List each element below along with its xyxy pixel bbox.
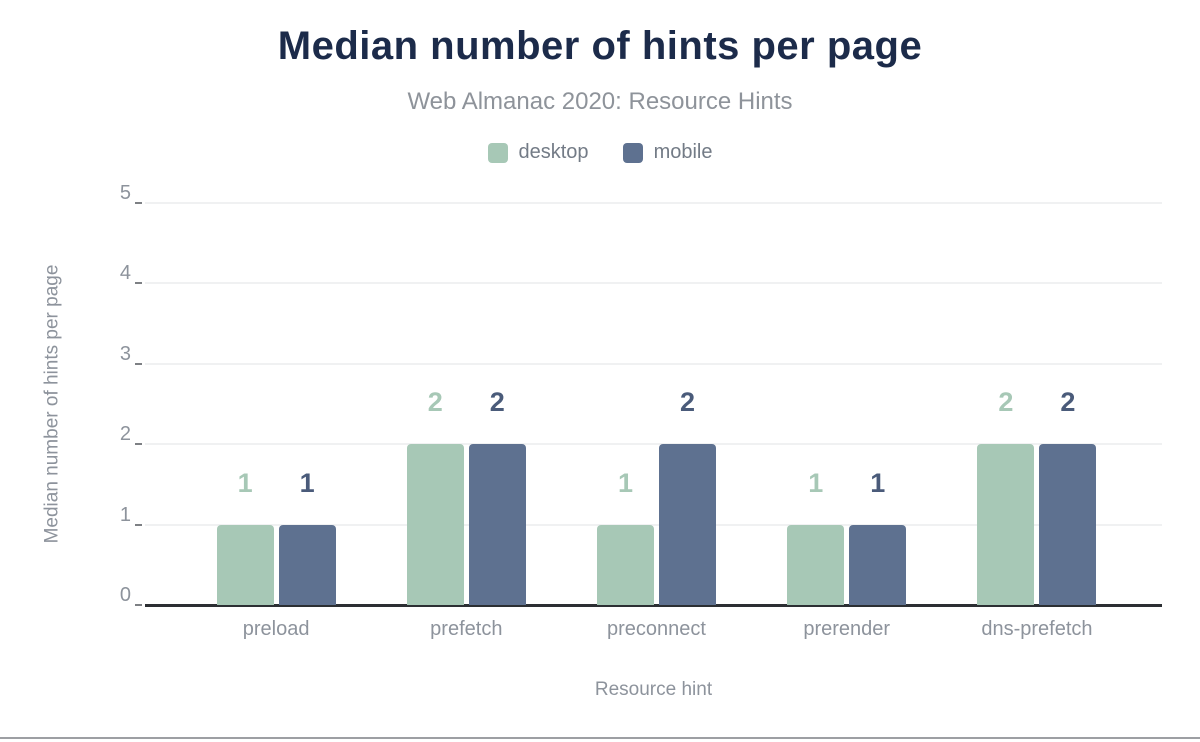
bar-desktop-prerender[interactable]: 1 bbox=[787, 469, 845, 605]
y-tick-mark-1 bbox=[135, 523, 142, 526]
bar-mobile-preconnect[interactable]: 2 bbox=[659, 389, 716, 605]
bar-value-label-mobile-preload: 1 bbox=[299, 467, 315, 498]
y-tick-label-1: 1 bbox=[119, 503, 131, 526]
x-axis-title: Resource hint bbox=[594, 679, 713, 700]
bar-mobile-preload[interactable]: 1 bbox=[278, 469, 336, 605]
y-axis-title: Median number of hints per page bbox=[41, 264, 62, 544]
y-tick-label-3: 3 bbox=[119, 342, 131, 365]
y-tick-mark-5 bbox=[135, 202, 142, 204]
bar-desktop-dns-prefetch[interactable]: 2 bbox=[977, 389, 1035, 605]
bar-value-label-mobile-dns-prefetch: 2 bbox=[1060, 387, 1076, 418]
chart-subtitle: Web Almanac 2020: Resource Hints bbox=[407, 88, 793, 115]
y-tick-mark-0 bbox=[135, 604, 142, 606]
y-tick-label-5: 5 bbox=[119, 182, 131, 204]
legend-item-mobile[interactable]: mobile bbox=[622, 141, 713, 164]
gridline-y1 bbox=[145, 523, 1162, 526]
bar-mobile-prefetch[interactable]: 2 bbox=[468, 389, 526, 605]
legend-label-mobile: mobile bbox=[653, 141, 713, 163]
bar-desktop-preload[interactable]: 1 bbox=[216, 469, 274, 605]
plot-area: 0 1 2 3 4 5 1 1 preload 2 2 prefetch 1 2 preconnect 1 1 p… bbox=[120, 183, 1162, 640]
legend-swatch-icon-desktop bbox=[487, 142, 508, 163]
y-tick-mark-2 bbox=[135, 443, 142, 446]
y-tick-label-0: 0 bbox=[119, 584, 131, 606]
x-axis-line bbox=[145, 604, 1162, 607]
gridline-y2 bbox=[145, 443, 1162, 446]
bar-value-label-mobile-prerender: 1 bbox=[870, 467, 886, 498]
gridline-y4 bbox=[145, 282, 1162, 285]
x-tick-label-dns-prefetch: dns-prefetch bbox=[981, 618, 1093, 640]
legend-item-desktop[interactable]: desktop bbox=[487, 141, 589, 164]
bar-value-label-mobile-prefetch: 2 bbox=[489, 387, 505, 418]
bar-value-label-desktop-prefetch: 2 bbox=[427, 387, 443, 418]
chart-title: Median number of hints per page bbox=[277, 24, 923, 68]
gridline-y5 bbox=[145, 202, 1162, 204]
legend: desktop mobile bbox=[0, 141, 1200, 164]
bar-groups: 1 1 preload 2 2 prefetch 1 2 preconnect 1 1 prerend… bbox=[181, 203, 1132, 640]
legend-label-desktop: desktop bbox=[518, 141, 589, 163]
bar-group-preconnect: 1 2 preconnect bbox=[561, 203, 751, 640]
bar-value-label-desktop-preload: 1 bbox=[237, 467, 253, 498]
bar-group-preload: 1 1 preload bbox=[181, 203, 371, 640]
embed-bottom-border bbox=[0, 737, 1200, 739]
y-tick-label-4: 4 bbox=[119, 262, 131, 285]
x-tick-label-preload: preload bbox=[242, 618, 310, 640]
bar-mobile-prerender[interactable]: 1 bbox=[849, 469, 907, 605]
bar-value-label-mobile-preconnect: 2 bbox=[679, 387, 696, 418]
bar-group-prerender: 1 1 prerender bbox=[752, 203, 942, 640]
y-tick-mark-3 bbox=[135, 362, 142, 365]
bar-value-label-desktop-preconnect: 1 bbox=[617, 467, 634, 498]
bar-desktop-prefetch[interactable]: 2 bbox=[406, 389, 464, 605]
bar-mobile-dns-prefetch[interactable]: 2 bbox=[1039, 389, 1097, 605]
x-tick-label-prefetch: prefetch bbox=[430, 618, 503, 640]
y-tick-mark-4 bbox=[135, 282, 142, 285]
bar-group-dns-prefetch: 2 2 dns-prefetch bbox=[942, 203, 1132, 640]
bar-value-label-desktop-dns-prefetch: 2 bbox=[998, 387, 1014, 418]
x-tick-label-prerender: prerender bbox=[803, 618, 891, 640]
bar-desktop-preconnect[interactable]: 1 bbox=[597, 469, 654, 605]
gridline-y3 bbox=[145, 362, 1162, 365]
bar-value-label-desktop-prerender: 1 bbox=[808, 467, 824, 498]
y-tick-label-2: 2 bbox=[119, 423, 131, 446]
legend-swatch-icon-mobile bbox=[622, 142, 643, 163]
bar-group-prefetch: 2 2 prefetch bbox=[371, 203, 561, 640]
x-tick-label-preconnect: preconnect bbox=[607, 618, 706, 640]
